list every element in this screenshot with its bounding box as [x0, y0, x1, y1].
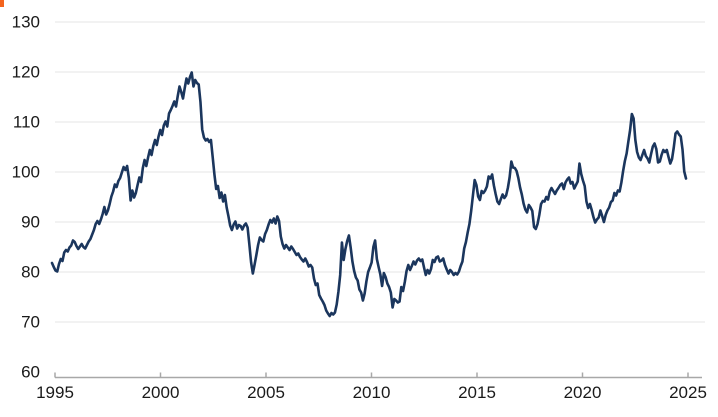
x-tick-label: 2025 — [669, 383, 707, 402]
y-tick-label: 110 — [13, 113, 40, 132]
x-tick-label: 2015 — [458, 383, 496, 402]
x-tick-label: 2000 — [142, 383, 180, 402]
x-tick-label: 1995 — [36, 383, 74, 402]
x-tick-label: 2010 — [353, 383, 391, 402]
screen-corner-artifact — [0, 0, 4, 7]
dollar-index-line — [50, 71, 688, 318]
y-tick-label: 130 — [12, 13, 40, 32]
y-tick-label: 60 — [21, 363, 40, 382]
x-tick-label: 2020 — [564, 383, 602, 402]
y-tick-label: 100 — [12, 163, 40, 182]
y-tick-label: 120 — [12, 63, 40, 82]
x-tick-label: 2005 — [247, 383, 285, 402]
y-tick-label: 80 — [21, 263, 40, 282]
y-tick-label: 90 — [21, 213, 40, 232]
y-tick-label: 70 — [21, 313, 40, 332]
